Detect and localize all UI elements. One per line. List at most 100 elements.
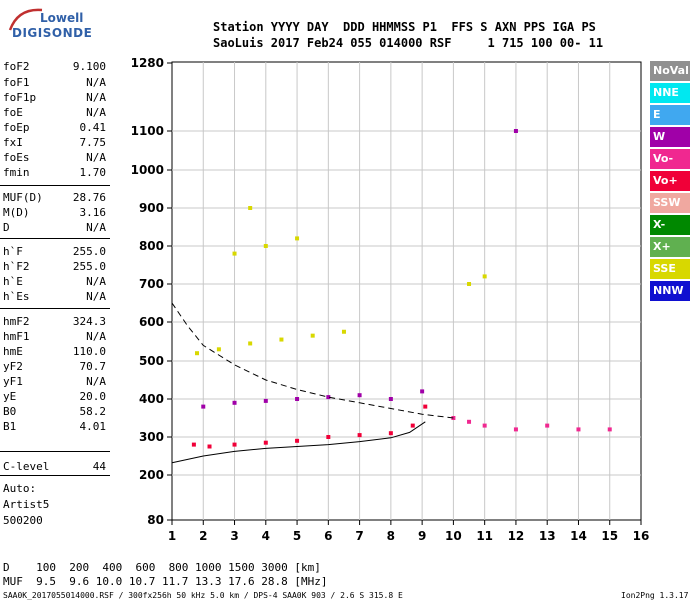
echo-point xyxy=(248,341,253,346)
param-separator xyxy=(0,238,110,239)
x-tick-label: 7 xyxy=(355,529,363,543)
legend-item-noval: NoVal xyxy=(650,61,690,81)
legend-item-nne: NNE xyxy=(650,83,690,103)
param-name: foF2 xyxy=(3,60,30,73)
echo-point xyxy=(263,244,268,248)
y-tick-label: 800 xyxy=(139,239,164,253)
param-row-m-d: M(D) 3.16 xyxy=(3,206,106,219)
y-tick-label: 80 xyxy=(147,513,164,527)
param-value: 255.0 xyxy=(72,245,106,258)
y-tick-label: 1100 xyxy=(131,124,164,138)
echo-point xyxy=(482,423,487,428)
param-row-hmf1: hmF1 N/A xyxy=(3,330,106,343)
station-header-values: SaoLuis 2017 Feb24 055 014000 RSF 1 715 … xyxy=(213,36,604,50)
echo-point xyxy=(545,423,550,428)
y-tick-label: 400 xyxy=(139,392,164,406)
scaling-artist: Artist5 xyxy=(3,498,50,511)
echo-point xyxy=(201,404,206,409)
param-name: C-level xyxy=(3,460,50,473)
param-row-b1: B1 4.01 xyxy=(3,420,106,433)
param-name: h`F xyxy=(3,245,23,258)
param-name: foE xyxy=(3,106,23,119)
legend-item-vo: Vo+ xyxy=(650,171,690,191)
param-value: 7.75 xyxy=(79,136,107,149)
x-tick-label: 12 xyxy=(508,529,525,543)
echo-point xyxy=(232,251,237,256)
param-value: 44 xyxy=(92,460,106,473)
echo-point xyxy=(216,347,221,352)
x-tick-label: 14 xyxy=(570,529,587,543)
param-value: 324.3 xyxy=(72,315,106,328)
echo-point xyxy=(326,395,331,400)
echo-point xyxy=(357,433,362,438)
x-tick-label: 16 xyxy=(633,529,650,543)
param-separator xyxy=(0,185,110,186)
param-name: h`F2 xyxy=(3,260,30,273)
echo-point xyxy=(295,397,300,401)
param-value: 9.100 xyxy=(72,60,106,73)
echo-point xyxy=(295,438,300,443)
echo-point xyxy=(295,236,300,241)
param-value: N/A xyxy=(86,76,106,89)
echo-point xyxy=(248,206,253,210)
param-value: N/A xyxy=(86,375,106,388)
param-value: 28.76 xyxy=(72,191,106,204)
param-name: B0 xyxy=(3,405,17,418)
x-tick-label: 1 xyxy=(168,529,176,543)
logo-lowell: Lowell xyxy=(40,11,84,25)
param-value: 1.70 xyxy=(79,166,107,179)
echo-point xyxy=(607,427,612,432)
param-row-fof1p: foF1p N/A xyxy=(3,91,106,104)
param-value: N/A xyxy=(86,290,106,303)
echo-point xyxy=(326,435,331,439)
version-label: Ion2Png 1.3.17 xyxy=(621,591,689,600)
param-name: hmF1 xyxy=(3,330,30,343)
param-separator xyxy=(0,308,110,309)
param-row-yf2: yF2 70.7 xyxy=(3,360,106,373)
logo-swoosh xyxy=(8,8,43,31)
file-info: SAA0K_2017055014000.RSF / 300fx256h 50 k… xyxy=(3,591,403,600)
legend-item-vo: Vo- xyxy=(650,149,690,169)
param-row-hme: hmE 110.0 xyxy=(3,345,106,358)
echo-point xyxy=(263,398,268,403)
x-tick-label: 10 xyxy=(445,529,462,543)
param-value: 58.2 xyxy=(79,405,107,418)
y-tick-label: 600 xyxy=(139,315,164,329)
legend-item-x: X+ xyxy=(650,237,690,257)
param-name: MUF(D) xyxy=(3,191,43,204)
param-name: fxI xyxy=(3,136,23,149)
param-row-foes: foEs N/A xyxy=(3,151,106,164)
param-row-fof1: foF1 N/A xyxy=(3,76,106,89)
echo-point xyxy=(513,129,518,133)
station-header-labels: Station YYYY DAY DDD HHMMSS P1 FFS S AXN… xyxy=(213,20,596,34)
param-value: 70.7 xyxy=(79,360,107,373)
param-row-h-e: h`E N/A xyxy=(3,275,106,288)
y-tick-label: 200 xyxy=(139,468,164,482)
echo-point xyxy=(467,282,472,286)
param-separator xyxy=(0,451,110,452)
x-tick-label: 6 xyxy=(324,529,332,543)
legend-item-nnw: NNW xyxy=(650,281,690,301)
echo-point xyxy=(410,423,415,428)
param-row-c-level: C-level 44 xyxy=(3,460,106,473)
param-value: N/A xyxy=(86,91,106,104)
x-tick-label: 3 xyxy=(230,529,238,543)
y-tick-label: 1280 xyxy=(131,56,164,70)
y-tick-label: 300 xyxy=(139,430,164,444)
param-name: yF2 xyxy=(3,360,23,373)
param-name: D xyxy=(3,221,10,234)
x-tick-label: 8 xyxy=(387,529,395,543)
echo-point xyxy=(232,442,237,447)
x-tick-label: 15 xyxy=(601,529,618,543)
echo-point xyxy=(207,444,212,449)
legend-item-ssw: SSW xyxy=(650,193,690,213)
legend-item-e: E xyxy=(650,105,690,125)
param-value: 20.0 xyxy=(79,390,107,403)
param-name: M(D) xyxy=(3,206,30,219)
param-row-yf1: yF1 N/A xyxy=(3,375,106,388)
param-row-fmin: fmin 1.70 xyxy=(3,166,106,179)
echo-point xyxy=(420,389,425,394)
echo-point xyxy=(263,440,268,445)
param-value: 110.0 xyxy=(72,345,106,358)
